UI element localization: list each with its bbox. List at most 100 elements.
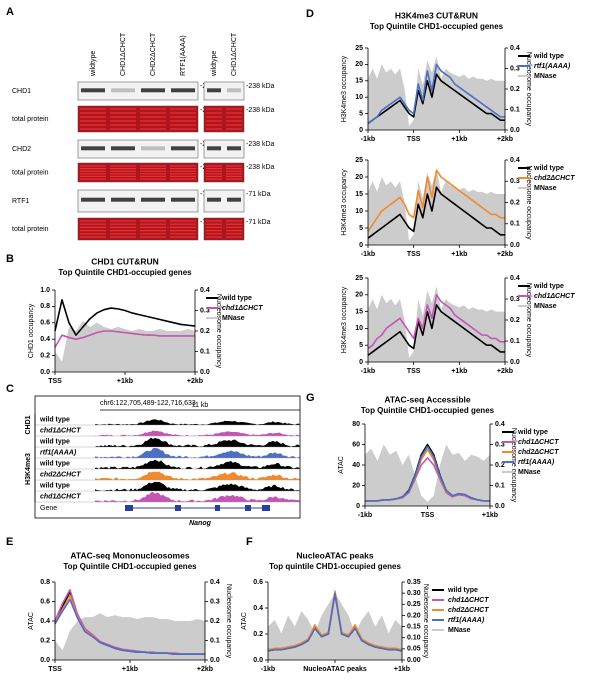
x-tick-label: TSS	[48, 666, 62, 673]
band	[111, 146, 135, 151]
marker-label: -238 kDa	[246, 141, 275, 148]
lane-label: CHD1ΔCHCT	[120, 32, 127, 76]
panel-letter: F	[246, 536, 253, 548]
y2-tick-label: 0.4	[510, 45, 520, 52]
legend-label: chd2ΔCHCT	[518, 449, 559, 456]
y-tick-label: 10	[355, 325, 363, 332]
signal-track	[95, 481, 300, 491]
y2-tick-label: 0.1	[200, 348, 210, 355]
legend-label: wild type	[533, 283, 564, 290]
track-label: chd1ΔCHCT	[40, 427, 81, 434]
band	[81, 146, 105, 151]
y-tick-label: 20	[355, 61, 363, 68]
chart-title: ATAC-seq Mononucleosomes	[70, 550, 189, 560]
row-label: total protein	[12, 169, 49, 176]
y2-tick-label: 0.3	[510, 65, 520, 72]
chart-title: ATAC-seq Accessible	[384, 394, 471, 404]
group-label: CHD1	[25, 415, 32, 434]
row-label: total protein	[12, 226, 49, 233]
y2-tick-label: 0.2	[510, 199, 520, 206]
y-tick-label: 25	[355, 275, 363, 282]
x-tick-label: -1kb	[261, 666, 275, 673]
y2-tick-label: 0.4	[495, 421, 505, 428]
y2-tick-label: 0.1	[510, 338, 520, 345]
signal-track	[95, 492, 300, 502]
band	[207, 88, 221, 93]
x-tick-label: +2kb	[497, 136, 513, 143]
legend-label: wild type	[517, 429, 548, 436]
legend-label: chd1ΔCHCT	[448, 597, 489, 604]
series-line	[54, 299, 196, 336]
series-line	[267, 590, 403, 651]
exon	[245, 505, 251, 511]
exon	[215, 505, 220, 511]
y-tick-label: 0.6	[40, 320, 50, 327]
x-tick-label: TSS	[407, 136, 421, 143]
y2-tick-label: 0.0	[200, 369, 210, 376]
y-tick-label: 0.8	[40, 303, 50, 310]
y2-tick-label: 0.00	[407, 657, 421, 664]
series-line	[54, 598, 205, 655]
y2-tick-label: 0.4	[510, 275, 520, 282]
blot	[203, 81, 245, 101]
legend-label: MNase	[534, 303, 557, 310]
track-label: chd1ΔCHCT	[40, 493, 81, 500]
x-tick-label: +1kb	[451, 368, 467, 375]
panel-letter: E	[6, 536, 13, 548]
x-tick-label: +2kb	[197, 666, 213, 673]
x-tick-label: NucleoATAC peaks	[303, 666, 367, 673]
y2-tick-label: 0.1	[210, 637, 220, 644]
y2-tick-label: 0.4	[200, 287, 210, 294]
mnase-area	[55, 320, 195, 372]
y-tick-label: 0	[359, 127, 363, 134]
y2-axis-label: Nucleosome occupancy	[525, 165, 532, 240]
y-tick-label: 5	[359, 110, 363, 117]
y-tick-label: 0.0	[40, 369, 50, 376]
legend-label: wild type	[533, 165, 564, 172]
y2-tick-label: 0.10	[407, 635, 421, 642]
y-tick-label: 20	[355, 292, 363, 299]
total-protein-blot	[77, 105, 199, 133]
y-tick-label: 0.2	[40, 352, 50, 359]
y-tick-label: 0.6	[40, 598, 50, 605]
y-axis-label: H3K4me3 occupancy	[341, 55, 348, 122]
gene-name: Nanog	[189, 520, 212, 527]
marker-label: -71 kDa	[246, 191, 271, 198]
x-tick-label: +1kb	[394, 666, 410, 673]
legend-label: wild type	[533, 53, 564, 60]
track-label: chd2ΔCHCT	[40, 471, 81, 478]
y2-tick-label: 0.3	[495, 441, 505, 448]
x-tick-label: TSS	[421, 512, 435, 519]
y-tick-label: 5	[359, 342, 363, 349]
y2-tick-label: 0.0	[510, 242, 520, 249]
track-label: rtf1(AAAA)	[40, 449, 77, 456]
exon	[262, 505, 270, 511]
lane-label: wildtype	[211, 51, 218, 77]
y-tick-label: 0	[359, 359, 363, 366]
x-tick-label: +2kb	[497, 368, 513, 375]
row-label: total protein	[12, 116, 49, 123]
y2-axis-label: Nucleosome occupancy	[215, 294, 222, 369]
y2-tick-label: 0.25	[407, 601, 421, 608]
locus: chr6:122,705,489-122,716,633	[100, 400, 196, 407]
y2-tick-label: 0.1	[510, 221, 520, 228]
y-tick-label: 80	[352, 421, 360, 428]
lane-label: RTF1(AAAA)	[180, 35, 187, 76]
total-protein-blot	[203, 217, 245, 241]
band	[227, 146, 241, 151]
gene-track-label: Gene	[40, 505, 57, 512]
y2-axis-label: Nucleosome occupancy	[525, 283, 532, 358]
signal-track	[95, 419, 300, 425]
y-axis-label: ATAC	[241, 612, 248, 630]
total-protein-blot	[77, 162, 199, 183]
mnase-area	[268, 593, 402, 660]
series-line	[367, 63, 505, 125]
chart-subtitle: Top Quintile CHD1-occupied genes	[63, 562, 197, 571]
track-label: wild type	[39, 460, 70, 467]
y-tick-label: 0.0	[253, 657, 263, 664]
track-label: wild type	[39, 438, 70, 445]
y-tick-label: 10	[355, 208, 363, 215]
signal-track	[95, 430, 300, 436]
legend-label: chd1ΔCHCT	[534, 293, 575, 300]
